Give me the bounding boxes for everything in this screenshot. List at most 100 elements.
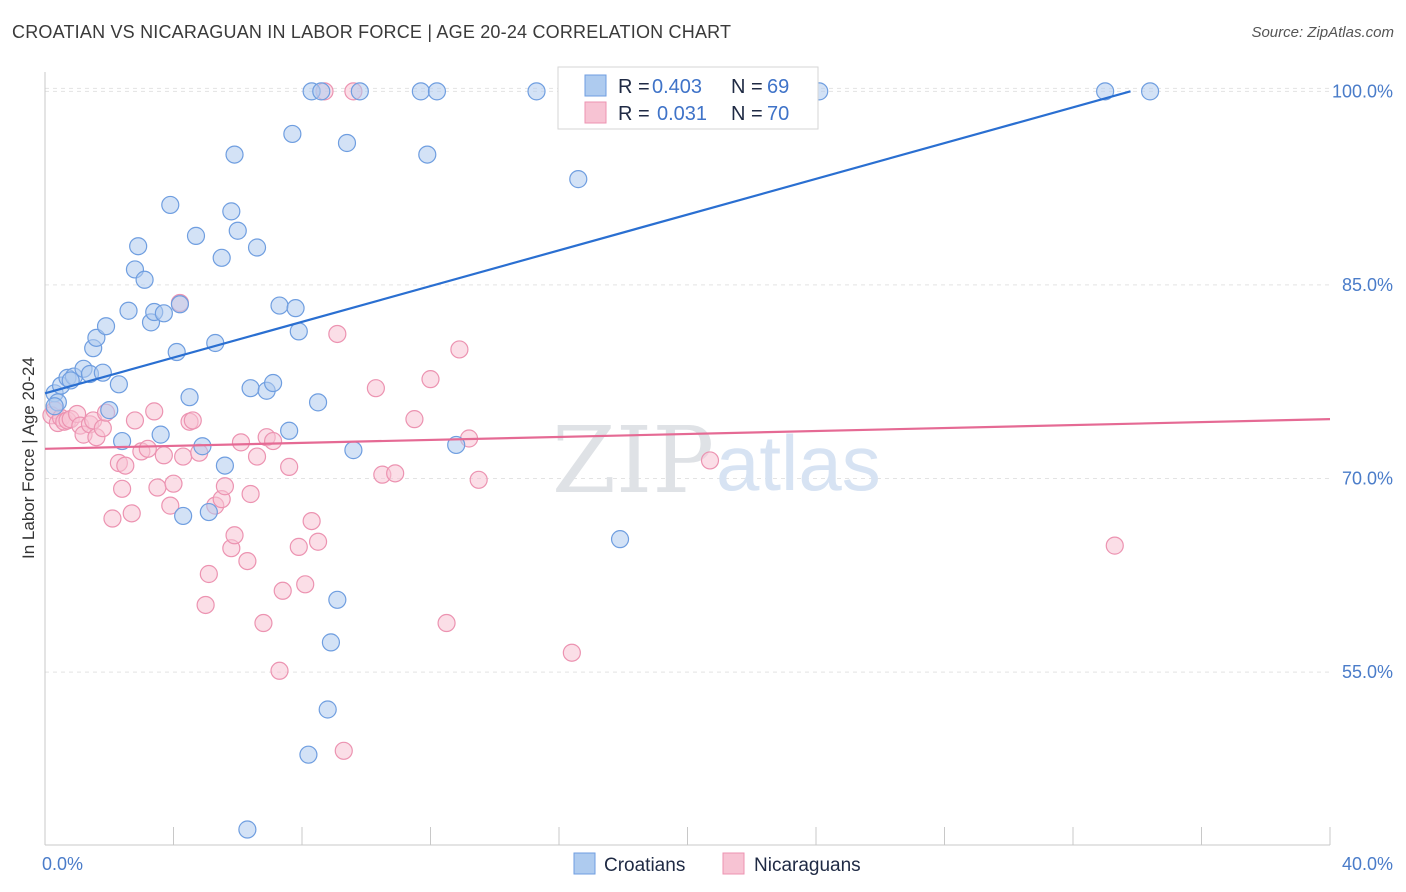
nicaraguans-point [289, 537, 308, 556]
nicaraguans-point [328, 324, 347, 344]
nicaraguans-point [1105, 536, 1124, 555]
croatians-point [299, 745, 318, 764]
y-tick-label: 70.0% [1342, 469, 1393, 489]
nicaraguans-point [386, 464, 405, 483]
x-tick-label: 0.0% [42, 854, 83, 874]
nicaraguans-point [405, 410, 424, 429]
croatians-point [411, 82, 430, 101]
croatians-point [174, 506, 193, 526]
croatians-point [225, 145, 244, 164]
legend-n-label-croatians: N = [731, 76, 763, 98]
croatians-trend-line [44, 90, 1131, 395]
nicaraguans-point [138, 439, 157, 458]
legend-n-value-croatians: 69 [767, 76, 789, 98]
series-nicaraguans [42, 82, 1124, 760]
croatians-point [96, 317, 116, 336]
nicaraguans-point [196, 595, 215, 615]
nicaraguans-point [145, 402, 164, 421]
croatians-point [186, 226, 206, 245]
legend-r-value-croatians: 0.403 [652, 76, 702, 98]
nicaraguans-point [280, 457, 299, 476]
y-tick-label: 55.0% [1342, 662, 1393, 682]
croatians-point [263, 373, 283, 393]
nicaraguans-point [296, 575, 315, 594]
axes [44, 72, 1331, 846]
legend-swatch-croatians [584, 74, 607, 97]
croatians-point [238, 820, 257, 839]
nicaraguans-point [231, 433, 251, 452]
croatians-point [447, 435, 466, 455]
x-tick-labels: 0.0% 40.0% [42, 854, 1393, 874]
nicaraguans-point [241, 484, 260, 504]
croatians-point [1140, 82, 1160, 101]
croatians-point [283, 124, 302, 144]
croatians-point [180, 388, 199, 407]
croatians-point [321, 633, 341, 652]
croatians-point [1096, 82, 1115, 101]
croatians-point [344, 441, 363, 460]
croatians-point [247, 238, 267, 257]
legend-r-value-nicaraguans: 0.031 [657, 103, 707, 125]
bottom-legend-swatch-croatians [573, 852, 596, 875]
croatians-point [215, 456, 234, 475]
croatians-point [427, 82, 447, 101]
x-tick-label: 40.0% [1342, 854, 1393, 874]
croatians-point [350, 82, 369, 101]
nicaraguans-point [270, 661, 289, 680]
nicaraguans-point [154, 446, 173, 465]
legend-r-label-croatians: R = [618, 76, 650, 98]
nicaraguans-point [183, 411, 202, 430]
nicaraguans-point [437, 613, 456, 633]
nicaraguans-point [112, 479, 132, 498]
nicaraguans-point [366, 379, 385, 398]
croatians-point [206, 333, 225, 353]
croatians-point [228, 221, 247, 240]
legend-r-label-nicaraguans: R = [618, 103, 650, 125]
croatians-point [569, 170, 588, 189]
croatians-point [154, 304, 173, 323]
nicaraguans-point [273, 581, 292, 600]
legend: R = 0.403 N = 69 R = 0.031 N = 70 [557, 66, 819, 130]
nicaraguans-point [225, 526, 244, 545]
croatians-point [135, 270, 154, 289]
croatians-point [337, 133, 357, 153]
croatians-point [318, 700, 337, 719]
y-tick-label: 100.0% [1332, 81, 1393, 101]
croatians-point [151, 425, 170, 444]
nicaraguans-point [164, 474, 183, 493]
croatians-point [212, 248, 231, 267]
croatians-point [222, 202, 241, 221]
croatians-point [100, 401, 119, 420]
croatians-point [87, 328, 106, 347]
nicaraguans-point [450, 340, 469, 359]
nicaraguans-point [148, 478, 167, 497]
nicaraguans-point [308, 532, 328, 551]
bottom-legend-swatch-nicaraguans [722, 852, 745, 875]
bottom-legend: Croatians Nicaraguans [573, 852, 861, 876]
nicaraguans-point [125, 411, 145, 430]
y-axis-label: In Labor Force | Age 20-24 [19, 357, 38, 559]
grid-lines [45, 87, 1330, 673]
croatians-point [286, 299, 305, 318]
croatians-point [280, 421, 299, 440]
nicaraguans-point [174, 447, 193, 466]
nicaraguans-point [247, 447, 267, 466]
croatians-point [270, 296, 289, 315]
croatians-point [161, 195, 180, 215]
croatians-point [328, 590, 347, 609]
chart-title: CROATIAN VS NICARAGUAN IN LABOR FORCE | … [12, 22, 732, 42]
nicaraguans-point [469, 470, 488, 489]
nicaraguans-point [215, 477, 234, 496]
watermark-zip: ZIP [552, 407, 714, 514]
nicaraguans-point [116, 456, 135, 475]
croatians-point [170, 295, 190, 314]
croatians-point [241, 379, 260, 398]
croatians-point [129, 237, 148, 256]
croatians-point [527, 82, 546, 101]
croatians-point [312, 82, 331, 101]
watermark: ZIP atlas [552, 407, 881, 514]
croatians-point [199, 502, 218, 522]
nicaraguans-point [93, 419, 112, 438]
nicaraguans-point [302, 511, 321, 531]
